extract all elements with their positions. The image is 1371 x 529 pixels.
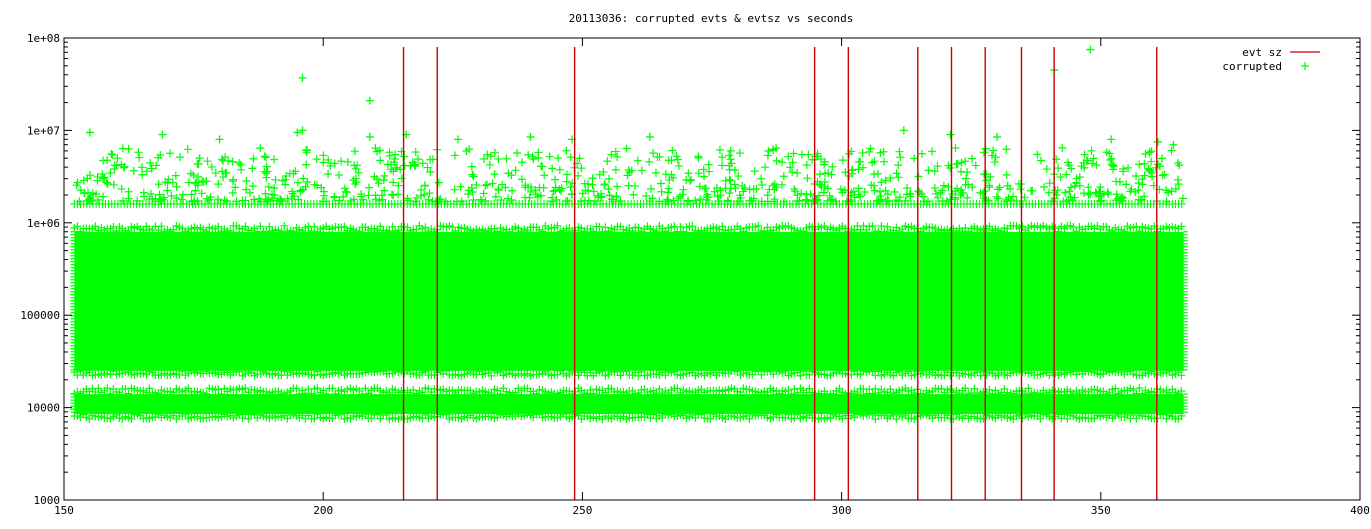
corrupted-point-cloud [72,143,1187,206]
x-axis: 150 200 250 300 350 400 [54,38,1370,517]
corrupted-point [1169,140,1178,149]
y-tick-label: 10000 [27,402,60,415]
corrupted-point [293,128,302,137]
y-tick-label: 1000 [34,494,61,507]
y-tick-label: 100000 [20,309,60,322]
x-tick-label: 400 [1350,504,1370,517]
legend-label-evt-sz: evt sz [1242,46,1282,59]
corrupted-point [526,132,535,141]
corrupted-point [365,96,374,105]
corrupted-point [1153,137,1162,146]
x-tick-label: 300 [832,504,852,517]
corrupted-point [158,130,167,139]
corrupted-point [1086,45,1095,54]
corrupted-band-edge [70,221,1188,380]
corrupted-dense-band [74,231,1184,371]
corrupted-point [993,132,1002,141]
corrupted-point [899,126,908,135]
corrupted-point [298,73,307,82]
corrupted-point [215,135,224,144]
corrupted-point [453,135,462,144]
chart-title: 20113036: corrupted evts & evtsz vs seco… [569,12,854,25]
y-tick-label: 1e+08 [27,32,60,45]
x-tick-label: 350 [1091,504,1111,517]
x-tick-label: 250 [572,504,592,517]
y-tick-label: 1e+07 [27,124,60,137]
y-tick-label: 1e+06 [27,217,60,230]
corrupted-point [365,132,374,141]
legend: evt sz corrupted [1222,46,1320,73]
plot-frame [63,37,1361,501]
legend-swatch-corrupted [1301,62,1309,70]
corrupted-point [645,132,654,141]
corrupted-point [85,128,94,137]
y-axis: 1000 10000 100000 1e+06 1e+07 1e+08 [20,32,1360,507]
evt-sz-series [402,46,1158,500]
corrupted-series [70,45,1188,424]
corrupted-dense-band [74,394,1184,415]
corrupted-point [298,126,307,135]
corrupted-band-edge [70,384,1188,424]
corrupted-point [1107,135,1116,144]
legend-label-corrupted: corrupted [1222,60,1282,73]
x-tick-label: 150 [54,504,74,517]
corrupted-point [946,130,955,139]
x-tick-label: 200 [313,504,333,517]
